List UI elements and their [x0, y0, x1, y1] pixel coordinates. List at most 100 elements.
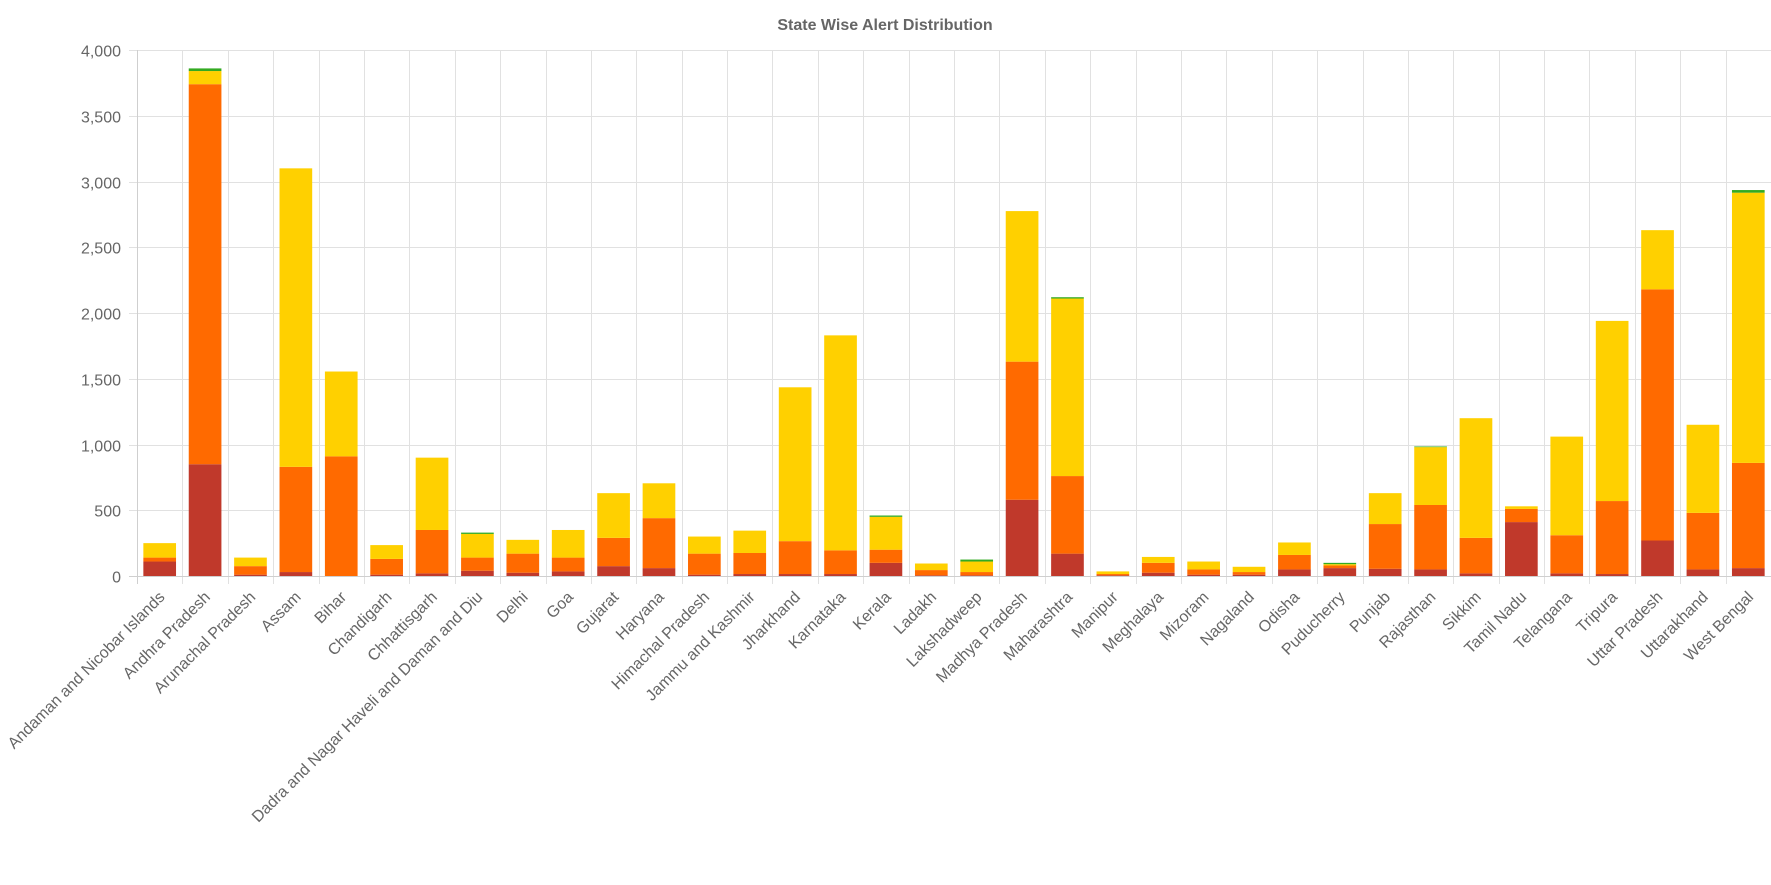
bar-segment[interactable] — [597, 537, 630, 567]
bar-segment[interactable] — [869, 516, 903, 550]
bar-segment[interactable] — [1414, 446, 1447, 448]
bar-segment[interactable] — [1323, 568, 1357, 576]
bar-segment[interactable] — [1141, 556, 1175, 563]
bar-segment[interactable] — [778, 574, 812, 576]
bar-segment[interactable] — [415, 529, 449, 574]
bar-segment[interactable] — [1096, 575, 1130, 576]
bar-segment[interactable] — [1459, 537, 1493, 574]
bar-segment[interactable] — [551, 557, 585, 572]
bar-segment[interactable] — [506, 572, 540, 576]
bar-segment[interactable] — [1459, 418, 1493, 538]
bar-segment[interactable] — [1096, 574, 1130, 576]
bar-segment[interactable] — [461, 570, 494, 576]
bar-segment[interactable] — [688, 574, 721, 576]
bar-segment[interactable] — [143, 543, 177, 558]
bar-segment[interactable] — [824, 335, 857, 551]
bar-segment[interactable] — [1550, 535, 1584, 574]
bar-segment[interactable] — [370, 574, 403, 576]
bar-segment[interactable] — [1141, 572, 1175, 576]
bar-segment[interactable] — [461, 557, 494, 571]
bar-segment[interactable] — [1278, 554, 1311, 570]
bar-segment[interactable] — [188, 71, 222, 85]
bar-segment[interactable] — [1278, 569, 1311, 576]
bar-segment[interactable] — [869, 562, 903, 576]
bar-segment[interactable] — [1051, 297, 1084, 299]
bar-segment[interactable] — [1731, 192, 1765, 463]
bar-segment[interactable] — [1187, 561, 1220, 570]
bar-segment[interactable] — [324, 371, 358, 457]
bar-segment[interactable] — [1641, 289, 1674, 541]
bar-segment[interactable] — [1368, 568, 1402, 576]
bar-segment[interactable] — [688, 536, 721, 554]
bar-segment[interactable] — [824, 574, 857, 576]
bar-segment[interactable] — [1641, 230, 1674, 290]
bar-segment[interactable] — [1595, 501, 1629, 575]
bar-segment[interactable] — [1686, 512, 1720, 570]
bar-segment[interactable] — [1232, 566, 1266, 573]
bar-segment[interactable] — [1232, 572, 1266, 575]
bar-segment[interactable] — [1005, 361, 1039, 500]
bar-segment[interactable] — [1368, 524, 1402, 569]
bar-segment[interactable] — [1414, 447, 1447, 505]
bar-segment[interactable] — [415, 573, 449, 576]
bar-segment[interactable] — [506, 539, 540, 554]
bar-segment[interactable] — [1414, 504, 1447, 570]
bar-segment[interactable] — [1505, 508, 1538, 523]
bar-segment[interactable] — [1414, 569, 1447, 576]
bar-segment[interactable] — [279, 572, 313, 576]
bar-segment[interactable] — [370, 545, 403, 559]
bar-segment[interactable] — [960, 561, 994, 573]
bar-segment[interactable] — [1686, 424, 1720, 513]
bar-segment[interactable] — [733, 530, 767, 553]
bar-segment[interactable] — [960, 575, 994, 576]
bar-segment[interactable] — [642, 483, 676, 519]
bar-segment[interactable] — [733, 552, 767, 575]
bar-segment[interactable] — [1051, 476, 1084, 554]
bar-segment[interactable] — [1595, 574, 1629, 576]
bar-segment[interactable] — [1323, 564, 1357, 566]
bar-segment[interactable] — [1187, 574, 1220, 576]
bar-segment[interactable] — [597, 566, 630, 576]
bar-segment[interactable] — [1005, 211, 1039, 362]
bar-segment[interactable] — [914, 570, 948, 576]
bar-segment[interactable] — [551, 571, 585, 576]
bar-segment[interactable] — [869, 515, 903, 517]
bar-segment[interactable] — [1096, 571, 1130, 575]
bar-segment[interactable] — [824, 550, 857, 575]
bar-segment[interactable] — [551, 529, 585, 558]
bar-segment[interactable] — [143, 557, 177, 562]
bar-segment[interactable] — [1459, 573, 1493, 576]
bar-segment[interactable] — [234, 574, 267, 576]
bar-segment[interactable] — [642, 518, 676, 569]
bar-segment[interactable] — [1278, 542, 1311, 555]
bar-segment[interactable] — [1368, 493, 1402, 525]
bar-segment[interactable] — [778, 387, 812, 542]
bar-segment[interactable] — [279, 168, 313, 467]
bar-segment[interactable] — [370, 558, 403, 575]
bar-segment[interactable] — [461, 532, 494, 534]
bar-segment[interactable] — [279, 466, 313, 573]
bar-segment[interactable] — [234, 557, 267, 567]
bar-segment[interactable] — [1595, 320, 1629, 502]
bar-segment[interactable] — [143, 561, 177, 576]
bar-segment[interactable] — [188, 84, 222, 465]
bar-segment[interactable] — [506, 553, 540, 573]
bar-segment[interactable] — [688, 553, 721, 575]
bar-segment[interactable] — [1141, 562, 1175, 573]
bar-segment[interactable] — [415, 457, 449, 530]
bar-segment[interactable] — [1232, 574, 1266, 576]
bar-segment[interactable] — [914, 575, 948, 576]
bar-segment[interactable] — [1323, 562, 1357, 565]
bar-segment[interactable] — [461, 533, 494, 558]
bar-segment[interactable] — [1731, 190, 1765, 193]
bar-segment[interactable] — [1323, 565, 1357, 569]
bar-segment[interactable] — [324, 456, 358, 576]
bar-segment[interactable] — [1505, 506, 1538, 509]
bar-segment[interactable] — [914, 563, 948, 571]
bar-segment[interactable] — [188, 464, 222, 576]
bar-segment[interactable] — [1686, 569, 1720, 576]
bar-segment[interactable] — [1550, 436, 1584, 536]
bar-segment[interactable] — [869, 549, 903, 563]
bar-segment[interactable] — [1641, 540, 1674, 577]
bar-segment[interactable] — [960, 559, 994, 562]
